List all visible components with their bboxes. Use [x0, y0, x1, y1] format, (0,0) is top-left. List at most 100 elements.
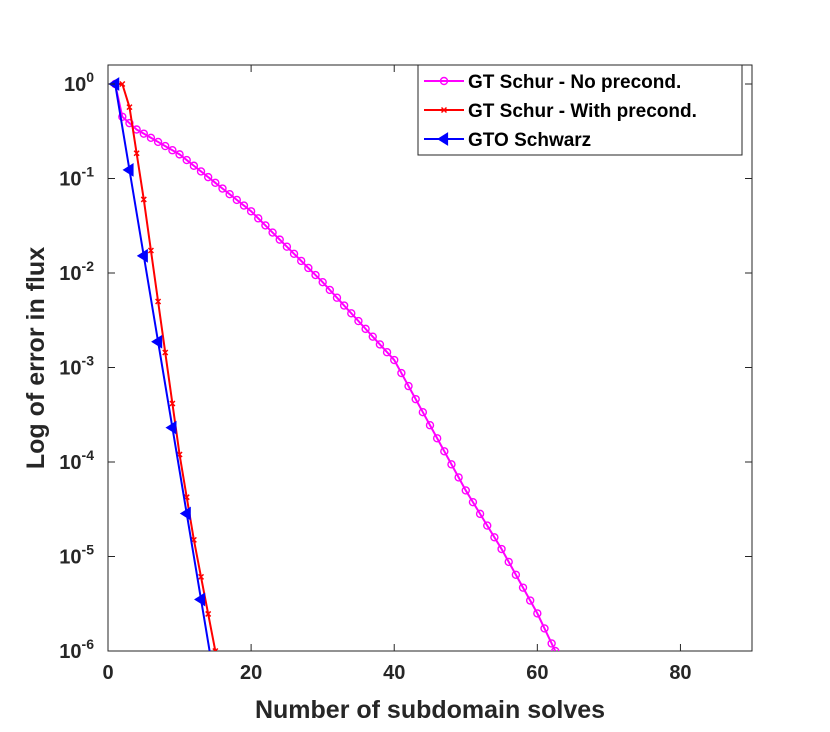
data-point — [211, 178, 220, 188]
data-point — [118, 112, 127, 121]
legend-marker — [439, 76, 449, 86]
legend: GT Schur - No precond. GT Schur - With pr… — [417, 64, 743, 156]
data-point — [151, 334, 163, 349]
data-point — [483, 521, 492, 530]
data-point — [205, 610, 212, 617]
data-point — [525, 596, 535, 605]
data-point — [136, 248, 148, 263]
data-point — [311, 270, 320, 280]
data-point — [212, 647, 219, 651]
data-point — [169, 400, 176, 407]
data-point — [404, 381, 413, 391]
data-point — [432, 434, 442, 443]
data-point — [155, 298, 162, 305]
data-point — [461, 486, 470, 495]
data-point — [140, 196, 147, 203]
data-point — [475, 509, 485, 519]
data-point — [504, 557, 513, 567]
data-point — [119, 80, 126, 88]
data-point — [232, 195, 242, 205]
x-tick-label: 80 — [669, 662, 691, 684]
x-tick-label: 60 — [526, 662, 548, 684]
data-point — [454, 473, 463, 482]
data-point — [133, 150, 140, 157]
data-point — [304, 263, 313, 273]
y-tick-label: 10-2 — [59, 258, 94, 285]
data-point — [139, 129, 148, 138]
series-0 — [110, 79, 560, 651]
data-point — [153, 137, 163, 147]
data-point — [440, 447, 449, 456]
data-point — [147, 247, 154, 254]
data-point — [382, 348, 392, 357]
series-line — [114, 83, 557, 651]
data-point — [218, 184, 227, 193]
data-point — [418, 407, 428, 417]
y-tick-label: 100 — [64, 69, 94, 96]
legend-label: GTO Schwarz — [468, 130, 591, 151]
data-point — [196, 167, 206, 176]
y-tick-label: 10-3 — [59, 353, 94, 380]
data-point — [225, 190, 234, 199]
data-point — [203, 172, 213, 182]
data-point — [511, 570, 521, 579]
y-axis-label: Log of error in flux — [22, 247, 50, 469]
legend-entry: GT Schur - With precond. — [424, 101, 697, 122]
data-point — [165, 420, 177, 435]
data-point — [182, 155, 191, 165]
data-point — [275, 235, 284, 244]
data-point — [339, 301, 349, 310]
legend-marker — [440, 106, 448, 114]
data-point — [425, 421, 435, 430]
data-point — [197, 573, 205, 580]
data-point — [179, 506, 191, 521]
data-point — [318, 277, 327, 287]
data-point — [261, 221, 270, 230]
data-point — [354, 316, 363, 326]
data-point — [189, 161, 199, 170]
data-point — [375, 340, 385, 349]
data-point — [194, 592, 206, 607]
data-point — [162, 349, 169, 356]
data-point — [551, 646, 560, 651]
series-2 — [108, 77, 211, 651]
data-point — [347, 309, 356, 318]
legend-entry: GTO Schwarz — [424, 130, 591, 151]
data-point — [297, 256, 306, 266]
data-point — [289, 249, 299, 259]
data-point — [540, 624, 549, 633]
y-tick-label: 10-6 — [59, 636, 94, 663]
data-point — [239, 201, 249, 210]
series-layer — [108, 77, 560, 651]
legend-label: GT Schur - No precond. — [468, 72, 681, 93]
legend-label: GT Schur - With precond. — [468, 101, 697, 122]
data-point — [282, 242, 292, 251]
data-point — [518, 583, 528, 592]
x-tick-label: 40 — [383, 662, 405, 684]
series-line — [114, 83, 211, 651]
data-point — [332, 293, 342, 302]
data-point — [175, 150, 184, 159]
data-point — [397, 368, 406, 378]
y-tick-label: 10-1 — [59, 164, 94, 191]
y-tick-label: 10-4 — [59, 447, 94, 474]
data-point — [468, 497, 478, 507]
data-point — [533, 609, 542, 618]
data-point — [246, 207, 256, 216]
data-point — [161, 141, 170, 151]
data-point — [361, 324, 370, 334]
legend-marker — [437, 132, 449, 146]
data-point — [268, 228, 277, 237]
data-point — [325, 285, 335, 295]
y-tick-label: 10-5 — [59, 542, 94, 569]
data-point — [497, 544, 506, 554]
data-point — [547, 639, 556, 648]
x-tick-label: 20 — [240, 662, 262, 684]
data-point — [447, 460, 456, 469]
x-axis-label: Number of subdomain solves — [255, 696, 605, 724]
data-point — [146, 133, 156, 142]
data-point — [125, 118, 134, 128]
data-point — [411, 394, 420, 404]
data-point — [390, 355, 399, 365]
